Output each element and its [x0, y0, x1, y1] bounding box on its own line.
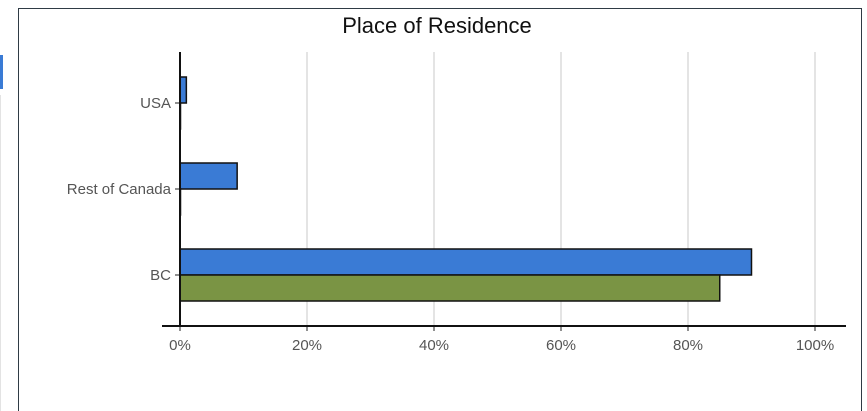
- left-accent-bar: [0, 55, 3, 89]
- x-tick-label: 80%: [673, 337, 703, 354]
- bar: [179, 248, 753, 276]
- x-tick-label: 60%: [546, 337, 576, 354]
- y-tick-label: USA: [140, 95, 171, 112]
- bar: [179, 274, 721, 302]
- x-tick-label: 40%: [419, 337, 449, 354]
- chart-panel: [18, 8, 862, 411]
- x-tick-labels: 0% 20% 40% 60% 80% 100%: [169, 337, 834, 354]
- bars: [179, 76, 753, 302]
- left-divider: [0, 95, 1, 411]
- axes: [162, 52, 846, 331]
- x-tick-label: 0%: [169, 337, 191, 354]
- y-tick-label: Rest of Canada: [67, 181, 172, 198]
- x-tick-label: 100%: [796, 337, 834, 354]
- bar: [179, 162, 238, 190]
- chart-title: Place of Residence: [342, 13, 532, 38]
- x-tick-label: 20%: [292, 337, 322, 354]
- y-tick-labels: USA Rest of Canada BC: [67, 95, 172, 284]
- y-tick-label: BC: [150, 267, 171, 284]
